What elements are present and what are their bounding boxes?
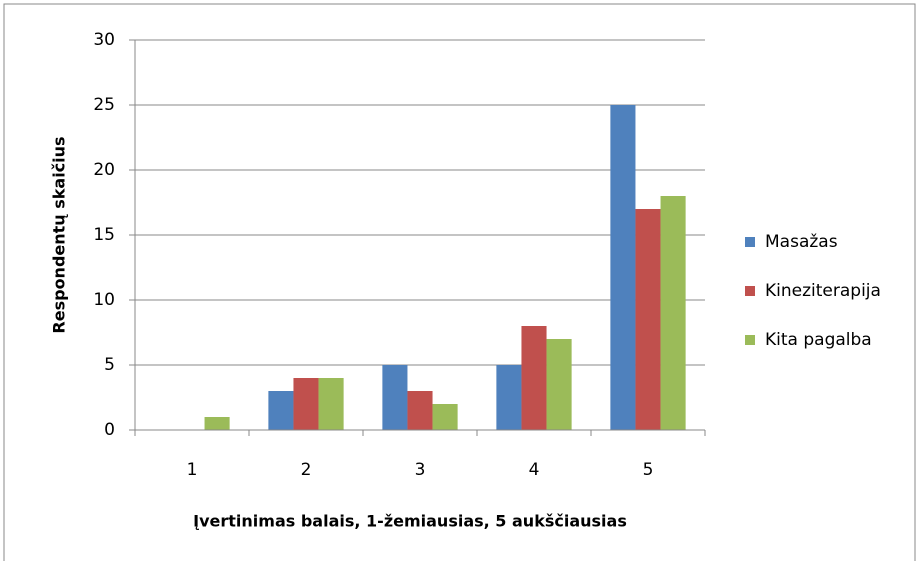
bar [432, 404, 458, 430]
x-tick-label: 2 [301, 460, 312, 480]
bar [318, 378, 344, 430]
bar [546, 339, 572, 430]
bar [407, 391, 433, 430]
bar [268, 391, 294, 430]
bar [635, 209, 661, 430]
legend-swatch [745, 335, 755, 345]
bar [204, 417, 230, 430]
x-tick-label: 1 [187, 460, 198, 480]
x-tick-label: 4 [529, 460, 540, 480]
bar [521, 326, 547, 430]
x-axis-title: Įvertinimas balais, 1-žemiausias, 5 aukš… [193, 512, 627, 531]
y-tick-label: 5 [104, 355, 115, 375]
y-tick-label: 25 [93, 95, 115, 115]
legend-label: Kita pagalba [765, 330, 872, 350]
bar [293, 378, 319, 430]
y-axis-title: Respondentų skaičius [50, 136, 69, 333]
legend-swatch [745, 237, 755, 247]
x-tick-label: 3 [415, 460, 426, 480]
chart-frame [3, 3, 916, 561]
x-tick-label: 5 [643, 460, 654, 480]
y-tick-label: 0 [104, 420, 115, 440]
legend-label: Masažas [765, 232, 838, 252]
y-tick-label: 20 [93, 160, 115, 180]
legend-swatch [745, 286, 755, 296]
y-tick-label: 15 [93, 225, 115, 245]
bar [496, 365, 522, 430]
bar [610, 105, 636, 430]
bar [660, 196, 686, 430]
legend-label: Kineziterapija [765, 281, 881, 301]
y-tick-label: 30 [93, 30, 115, 50]
bar [382, 365, 408, 430]
y-tick-label: 10 [93, 290, 115, 310]
